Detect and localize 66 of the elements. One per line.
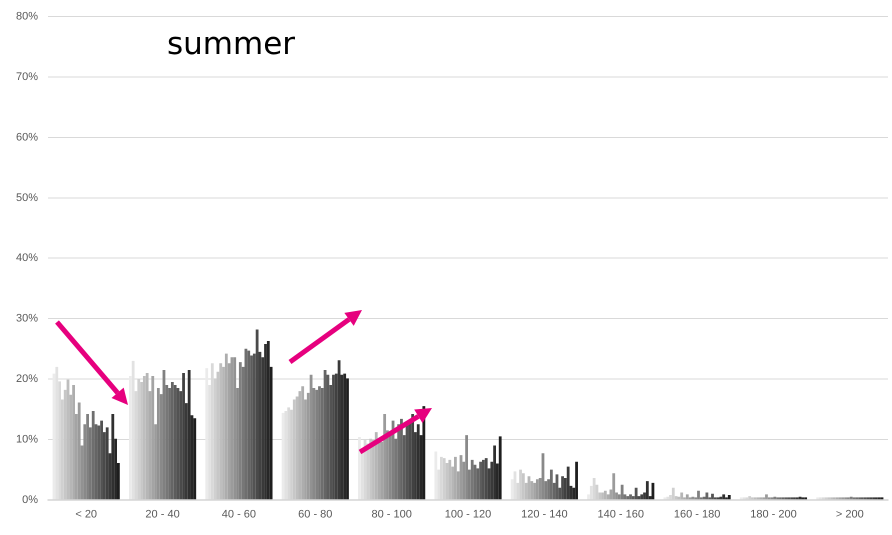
bar: [460, 455, 462, 500]
bar: [111, 414, 114, 500]
x-tick-label: 180 - 200: [750, 508, 797, 520]
y-tick-label: 60%: [16, 131, 38, 144]
bar: [550, 470, 553, 500]
bar: [454, 456, 457, 500]
bar: [634, 488, 638, 500]
bar: [711, 494, 714, 500]
bar: [620, 484, 624, 500]
y-tick-label: 40%: [16, 252, 38, 264]
y-tick-label: 20%: [16, 373, 38, 386]
bar: [640, 494, 644, 500]
bar: [722, 494, 726, 500]
bar: [697, 490, 700, 500]
bar: [156, 388, 160, 500]
bar: [465, 435, 468, 500]
x-tick-label: > 200: [836, 508, 864, 520]
y-tick-label: 70%: [16, 71, 38, 84]
bar: [705, 492, 708, 500]
x-tick-label: 80 - 100: [371, 508, 412, 520]
y-tick-label: 80%: [16, 10, 38, 23]
x-tick-label: 40 - 60: [222, 508, 256, 520]
x-tick-label: 120 - 140: [521, 508, 568, 520]
bar: [798, 496, 802, 500]
bar: [561, 476, 564, 500]
chart-title: summer: [167, 26, 296, 62]
bar: [338, 360, 340, 500]
y-tick-label: 0%: [22, 494, 38, 506]
bar: [626, 496, 630, 500]
bar: [592, 478, 596, 500]
bar: [646, 481, 649, 500]
bar: [612, 473, 616, 500]
bar: [719, 496, 722, 500]
bar: [672, 488, 675, 500]
x-tick-label: 100 - 120: [444, 508, 492, 520]
bar: [256, 329, 259, 500]
bar: [519, 470, 522, 500]
x-tick-label: 160 - 180: [674, 508, 720, 520]
bar: [383, 414, 386, 500]
bar: [686, 494, 689, 500]
bar: [182, 372, 185, 500]
bar: [484, 458, 488, 500]
bar: [411, 414, 414, 500]
bar: [629, 494, 632, 500]
y-tick-label: 50%: [16, 192, 38, 204]
bar: [691, 496, 694, 500]
y-tick-label: 30%: [16, 312, 38, 325]
bar: [440, 456, 443, 500]
x-tick-label: 140 - 160: [597, 508, 644, 520]
bar: [652, 482, 654, 500]
bar: [575, 462, 578, 500]
bar: [566, 466, 570, 500]
bar: [493, 445, 496, 500]
bar: [100, 420, 103, 500]
x-tick-label: 60 - 80: [298, 508, 332, 520]
x-tick-label: 20 - 40: [145, 508, 180, 520]
bar: [556, 474, 558, 500]
y-tick-label: 10%: [16, 433, 38, 446]
bar: [542, 453, 544, 500]
bar: [479, 462, 482, 500]
bar: [748, 496, 752, 500]
bar: [765, 494, 768, 500]
bar: [728, 494, 731, 500]
bar: [773, 496, 776, 500]
bar: [702, 496, 706, 500]
x-tick-label: < 20: [75, 508, 98, 520]
